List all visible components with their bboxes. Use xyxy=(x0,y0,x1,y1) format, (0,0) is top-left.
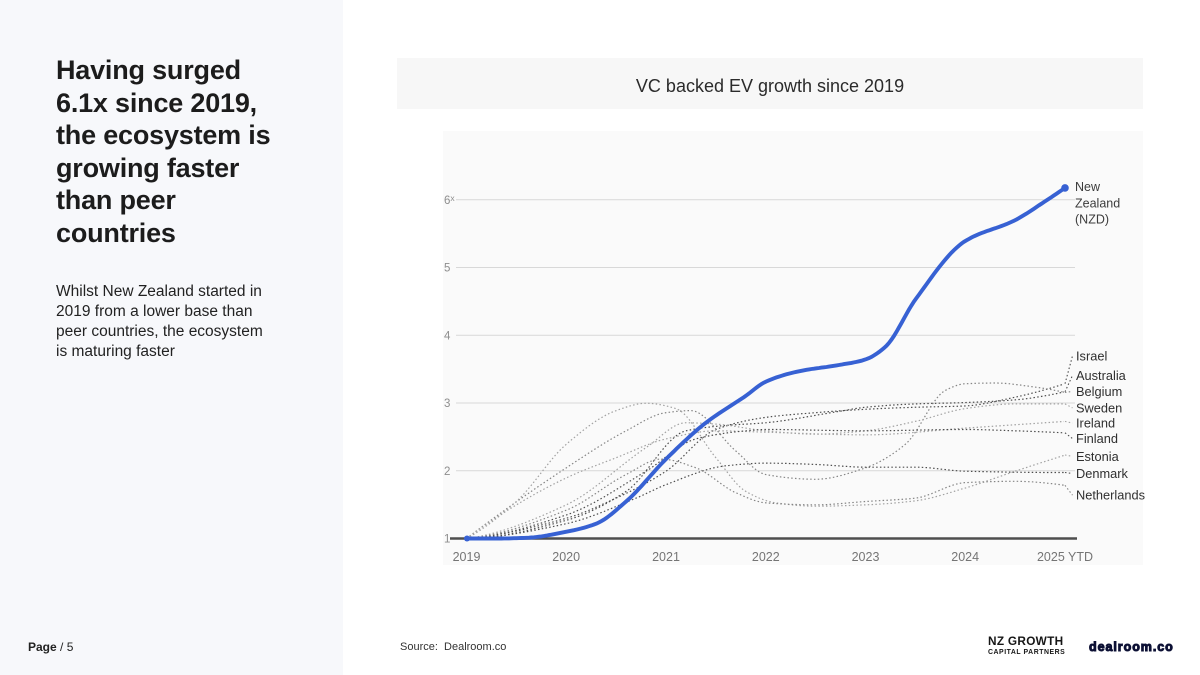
svg-text:New: New xyxy=(1075,180,1101,194)
svg-text:Ireland: Ireland xyxy=(1076,416,1115,431)
svg-text:Netherlands: Netherlands xyxy=(1076,488,1145,503)
svg-text:2: 2 xyxy=(444,466,450,478)
svg-text:Estonia: Estonia xyxy=(1076,449,1120,464)
svg-text:Israel: Israel xyxy=(1076,348,1107,363)
svg-text:2023: 2023 xyxy=(852,550,880,564)
svg-text:Australia: Australia xyxy=(1076,368,1127,383)
svg-text:Zealand: Zealand xyxy=(1075,197,1120,211)
svg-text:2024: 2024 xyxy=(951,550,979,564)
svg-text:Sweden: Sweden xyxy=(1076,400,1122,415)
svg-text:4: 4 xyxy=(444,330,451,342)
svg-text:2025 YTD: 2025 YTD xyxy=(1037,550,1093,564)
svg-text:Finland: Finland xyxy=(1076,431,1118,446)
svg-text:2019: 2019 xyxy=(453,550,481,564)
svg-text:(NZD): (NZD) xyxy=(1075,213,1109,227)
svg-text:3: 3 xyxy=(444,398,450,410)
svg-text:6x: 6x xyxy=(444,193,455,207)
svg-text:1: 1 xyxy=(444,534,450,546)
svg-text:Denmark: Denmark xyxy=(1076,466,1129,481)
svg-text:5: 5 xyxy=(444,263,450,275)
svg-text:2020: 2020 xyxy=(552,550,580,564)
svg-text:2021: 2021 xyxy=(652,550,680,564)
svg-text:Belgium: Belgium xyxy=(1076,384,1122,399)
svg-text:2022: 2022 xyxy=(752,550,780,564)
